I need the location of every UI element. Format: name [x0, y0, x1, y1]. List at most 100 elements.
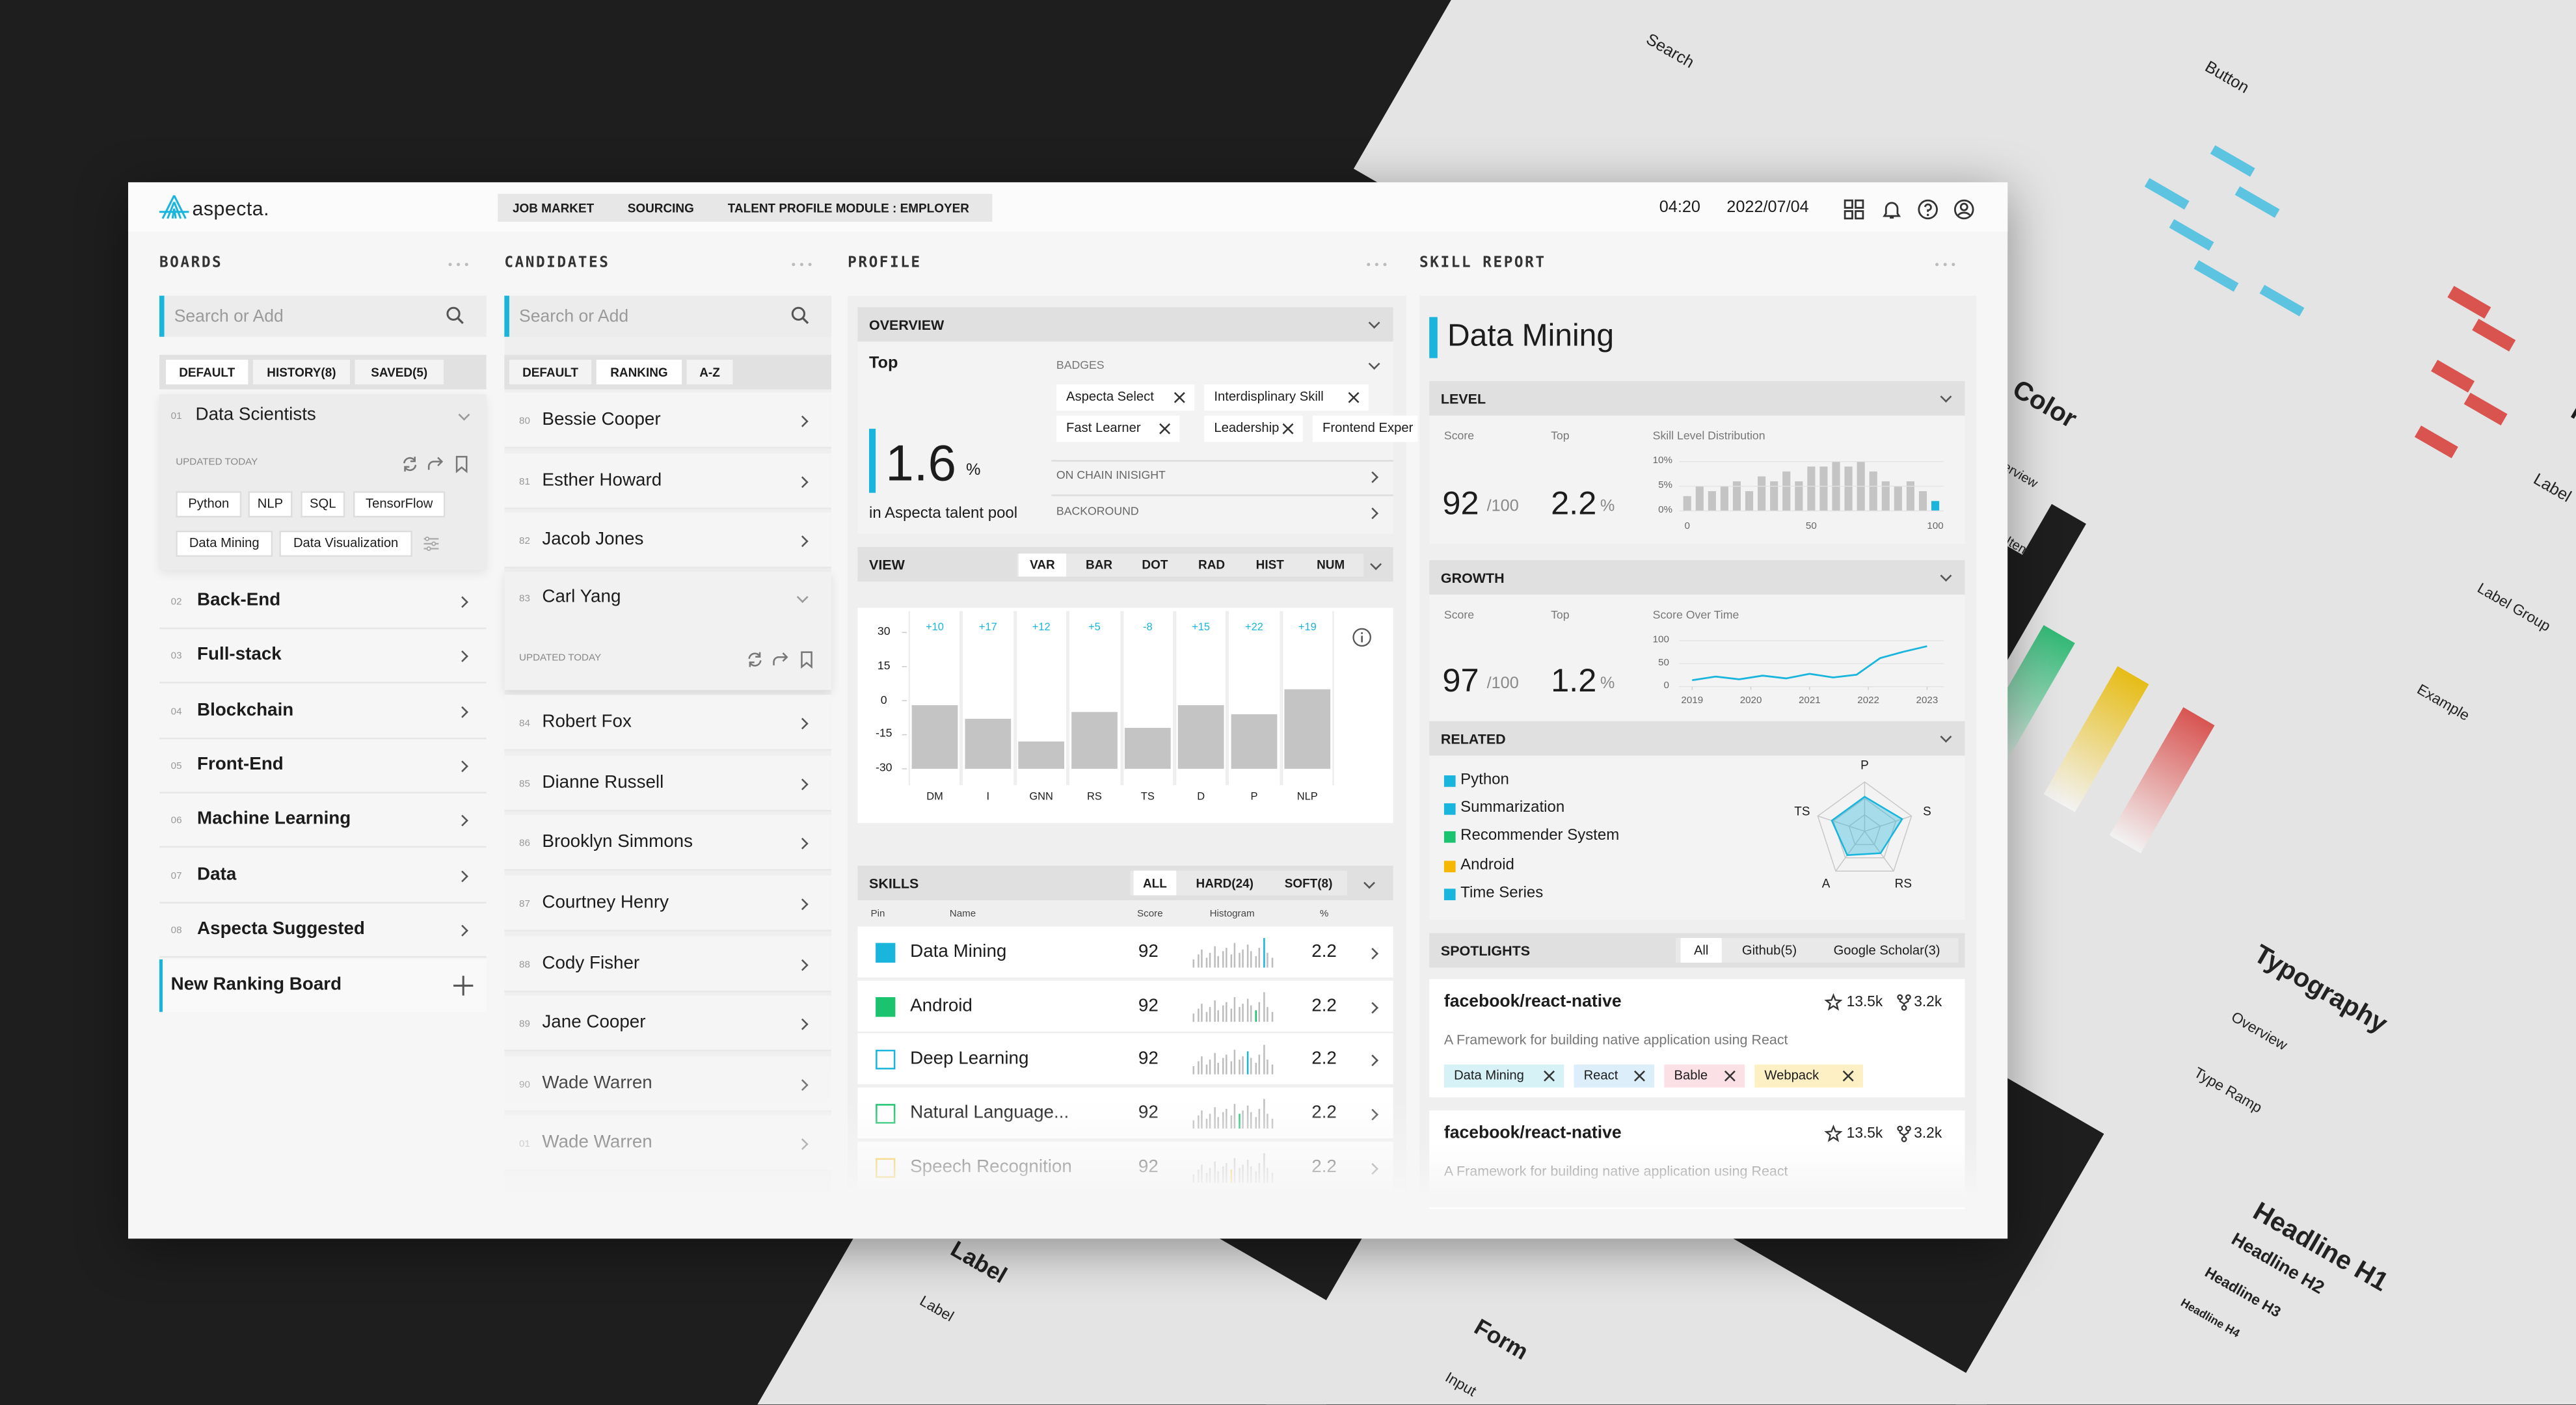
header-icon[interactable]: [1842, 198, 1864, 219]
search-icon[interactable]: [790, 306, 810, 325]
section-header[interactable]: [1429, 381, 1965, 416]
candidate-action[interactable]: [798, 650, 814, 668]
remove-icon[interactable]: [1347, 391, 1360, 404]
more-dot[interactable]: [1375, 263, 1378, 267]
pin[interactable]: [876, 1049, 896, 1070]
nav-item[interactable]: TALENT PROFILE MODULE : EMPLOYER: [727, 200, 969, 215]
section-header[interactable]: [857, 307, 1393, 342]
skill-row[interactable]: [857, 980, 1393, 1034]
more-dot[interactable]: [1943, 263, 1947, 267]
candidate-row[interactable]: [504, 392, 831, 449]
section-header[interactable]: [1429, 560, 1965, 595]
related-name[interactable]: Recommender System: [1460, 826, 1620, 845]
add-icon[interactable]: [453, 976, 474, 996]
header-icon[interactable]: [1953, 198, 1974, 219]
more-dot[interactable]: [1383, 263, 1387, 267]
tab[interactable]: [686, 360, 733, 384]
repo-tag[interactable]: [1443, 1064, 1564, 1088]
badge[interactable]: Aspecta Select: [1056, 384, 1195, 411]
more-dot[interactable]: [448, 263, 452, 267]
nav-item[interactable]: JOB MARKET: [512, 200, 595, 215]
section-link[interactable]: ON CHAIN INISIGHT: [1056, 470, 1166, 483]
tag[interactable]: [248, 491, 293, 518]
skill-row[interactable]: [857, 926, 1393, 980]
nav-item[interactable]: SOURCING: [627, 200, 694, 215]
skill-row[interactable]: [857, 1033, 1393, 1086]
board-action[interactable]: [400, 454, 418, 472]
candidate-row[interactable]: [504, 995, 831, 1052]
tab[interactable]: [1133, 870, 1177, 896]
more-dot[interactable]: [808, 263, 812, 267]
candidate-action[interactable]: [772, 650, 788, 667]
candidate-row[interactable]: [504, 876, 831, 931]
badge[interactable]: Frontend Exper: [1312, 415, 1418, 442]
info-icon[interactable]: [1352, 628, 1371, 647]
board-row[interactable]: [159, 903, 487, 958]
candidate-row[interactable]: [504, 453, 831, 509]
search-icon[interactable]: [445, 306, 464, 325]
repo-tag[interactable]: [1664, 1064, 1745, 1088]
board-action[interactable]: [453, 454, 470, 473]
remove-icon[interactable]: [1842, 1069, 1855, 1082]
tag[interactable]: [279, 530, 412, 557]
search-box[interactable]: [159, 295, 487, 337]
remove-icon[interactable]: [1723, 1069, 1736, 1082]
board-row[interactable]: [159, 739, 487, 794]
header-icon[interactable]: [1880, 198, 1901, 219]
header-icon[interactable]: [1916, 198, 1938, 219]
more-dot[interactable]: [464, 263, 468, 267]
candidate-row[interactable]: [504, 512, 831, 569]
search-box[interactable]: [504, 295, 831, 337]
more-dot[interactable]: [799, 263, 803, 267]
column-label: Histogram: [1209, 910, 1255, 920]
remove-icon[interactable]: [1281, 422, 1295, 435]
board-row[interactable]: [159, 685, 487, 740]
board-row[interactable]: [159, 794, 487, 848]
tab[interactable]: [509, 360, 592, 384]
pin[interactable]: [876, 943, 896, 963]
related-name[interactable]: Time Series: [1460, 884, 1544, 903]
more-dot[interactable]: [457, 263, 461, 267]
tab[interactable]: [166, 360, 248, 384]
remove-icon[interactable]: [1633, 1069, 1646, 1082]
pin[interactable]: [876, 997, 896, 1017]
candidate-row[interactable]: [504, 695, 831, 751]
section-header[interactable]: [1429, 721, 1965, 756]
new-board[interactable]: [159, 959, 487, 1012]
repo-tag[interactable]: [1754, 1064, 1863, 1088]
remove-icon[interactable]: [1158, 422, 1171, 435]
board-row[interactable]: [159, 850, 487, 904]
more-dot[interactable]: [792, 263, 796, 267]
related-name[interactable]: Python: [1460, 771, 1509, 789]
candidate-row[interactable]: [504, 755, 831, 812]
candidate-row[interactable]: [504, 936, 831, 993]
more-dot[interactable]: [1952, 263, 1955, 267]
board-row[interactable]: [159, 575, 487, 630]
tab[interactable]: [1018, 554, 1067, 577]
remove-icon[interactable]: [1173, 391, 1186, 404]
badge[interactable]: Fast Learner: [1056, 415, 1180, 442]
candidate-row[interactable]: [504, 814, 831, 871]
remove-icon[interactable]: [1542, 1069, 1555, 1082]
badge[interactable]: Interdisplinary Skill: [1204, 384, 1369, 411]
filter-icon[interactable]: [422, 535, 440, 552]
related-name[interactable]: Android: [1460, 856, 1514, 875]
tab[interactable]: [252, 360, 350, 384]
candidate-action[interactable]: [745, 650, 763, 668]
repo-tag[interactable]: [1574, 1064, 1655, 1088]
more-dot[interactable]: [1935, 263, 1939, 267]
board-action[interactable]: [427, 455, 444, 472]
tab[interactable]: [1680, 938, 1722, 963]
candidate-open[interactable]: [504, 571, 831, 690]
tab[interactable]: [596, 360, 682, 384]
badge[interactable]: Leadership: [1204, 415, 1303, 442]
board-row[interactable]: [159, 629, 487, 684]
more-dot[interactable]: [1367, 263, 1371, 267]
section-link[interactable]: BACKOROUND: [1056, 507, 1139, 518]
tag[interactable]: [353, 491, 446, 518]
tag[interactable]: [301, 491, 345, 518]
related-name[interactable]: Summarization: [1460, 799, 1565, 817]
tag[interactable]: [176, 530, 273, 557]
tag[interactable]: [176, 491, 242, 518]
tab[interactable]: [355, 360, 444, 384]
